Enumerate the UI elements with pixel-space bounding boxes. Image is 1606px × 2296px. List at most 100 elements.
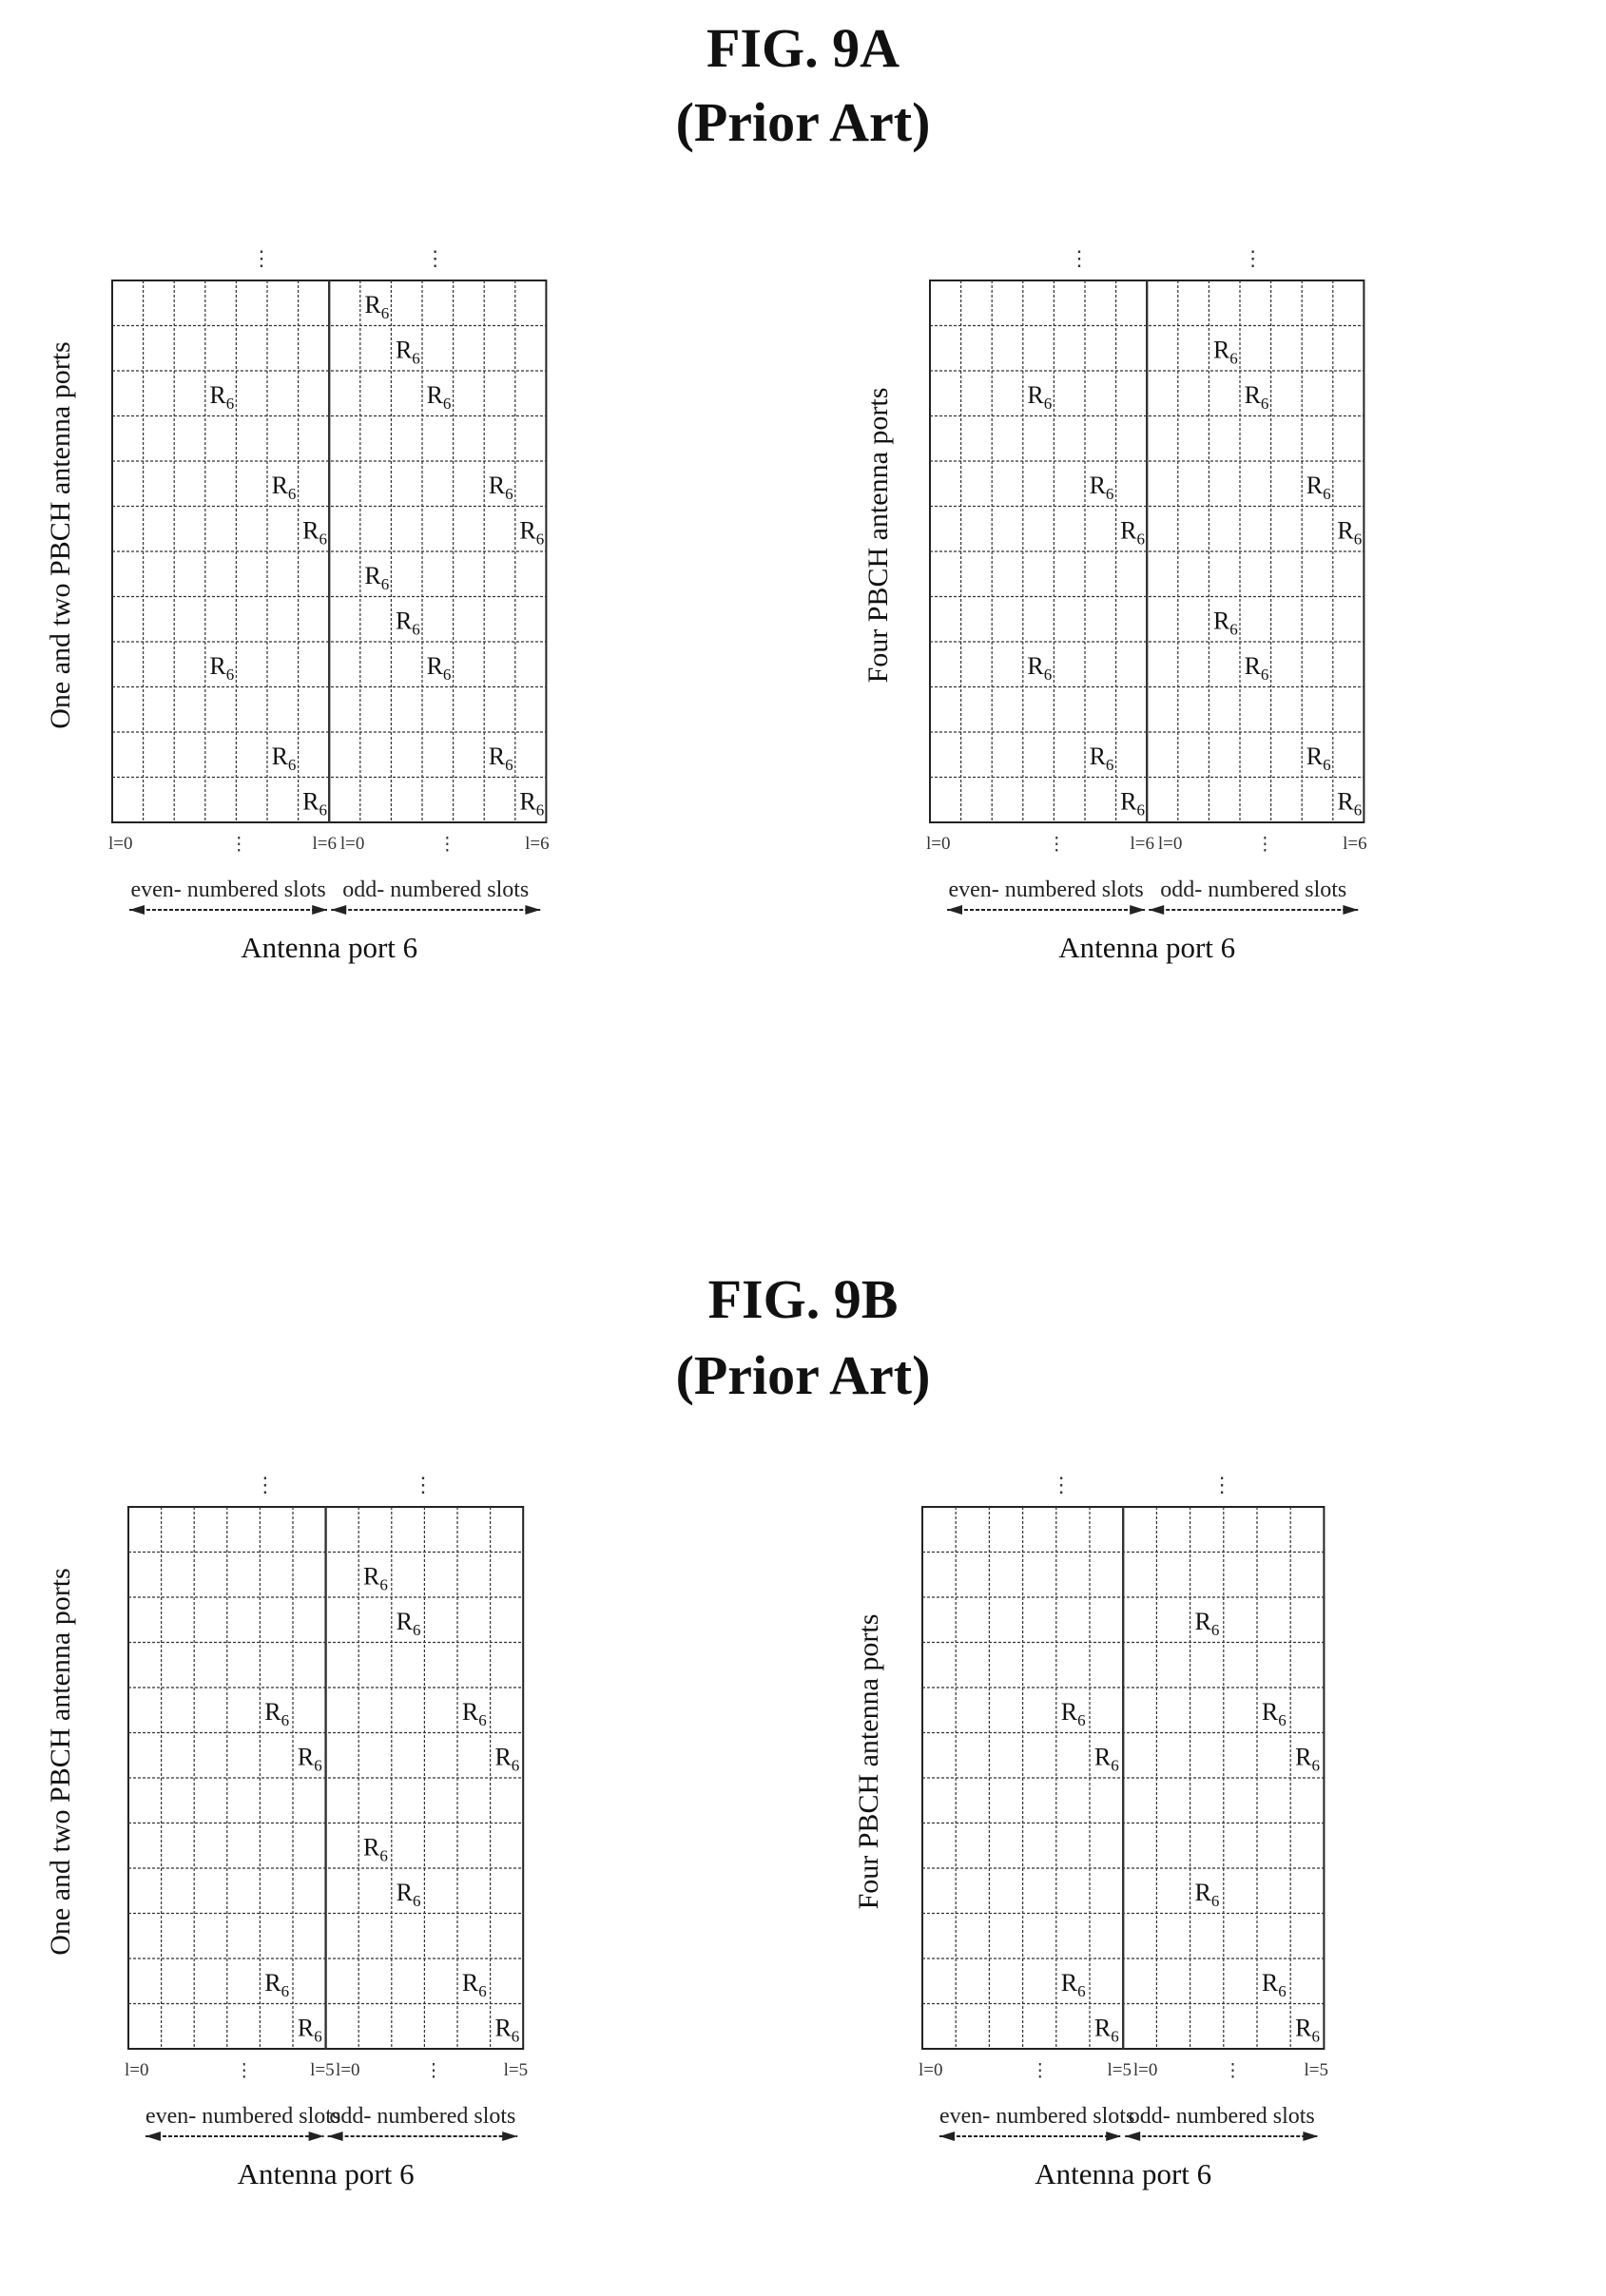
reference-signal-r6: R6 xyxy=(1094,1744,1119,1775)
symbol-index-tick: l=6 xyxy=(1130,834,1155,854)
reference-signal-r6: R6 xyxy=(264,1698,289,1729)
reference-signal-r6: R6 xyxy=(264,1969,289,2000)
antenna-port-label: Antenna port 6 xyxy=(237,2157,415,2190)
ellipsis-marker: ⋮ xyxy=(1051,1473,1073,1496)
symbol-index-tick: l=5 xyxy=(1107,2060,1132,2080)
arrowhead-icon xyxy=(308,2132,324,2141)
antenna-port-label: Antenna port 6 xyxy=(1058,931,1236,964)
symbol-index-tick: l=0 xyxy=(1132,2060,1158,2080)
ellipsis-marker: ⋮ xyxy=(254,1473,276,1496)
antenna-port-label: Antenna port 6 xyxy=(241,931,418,964)
resource-grid-panel: Four PBCH antenna ports R6 R6 R6 R6 R6 R6 R6 R6 R… xyxy=(837,238,1588,1027)
symbol-index-tick: ⋮ xyxy=(424,2061,443,2081)
reference-signal-r6: R6 xyxy=(427,652,452,684)
even-slots-label: even- numbered slots xyxy=(145,2104,341,2129)
reference-signal-r6: R6 xyxy=(1262,1969,1287,2000)
odd-slots-label: odd- numbered slots xyxy=(329,2104,516,2129)
reference-signal-r6: R6 xyxy=(396,608,420,639)
symbol-index-tick: l=0 xyxy=(919,2060,943,2080)
reference-signal-r6: R6 xyxy=(489,743,513,774)
ellipsis-marker: ⋮ xyxy=(1211,1473,1233,1496)
symbol-index-tick: l=5 xyxy=(503,2060,529,2080)
arrowhead-icon xyxy=(947,905,962,915)
reference-signal-r6: R6 xyxy=(1120,788,1145,820)
arrowhead-icon xyxy=(331,905,347,915)
arrowhead-icon xyxy=(525,905,541,915)
even-slots-label: even- numbered slots xyxy=(948,878,1144,902)
reference-signal-r6: R6 xyxy=(209,652,234,684)
reference-signal-r6: R6 xyxy=(396,337,420,368)
symbol-index-tick: l=0 xyxy=(1157,834,1183,854)
reference-signal-r6: R6 xyxy=(1337,517,1362,549)
arrowhead-icon xyxy=(939,2132,955,2141)
symbol-index-tick: l=0 xyxy=(336,2060,360,2080)
reference-signal-r6: R6 xyxy=(364,291,389,322)
symbol-index-tick: ⋮ xyxy=(437,835,456,855)
symbol-index-tick: l=5 xyxy=(310,2060,335,2080)
resource-grid-panel: One and two PBCH antenna ports R6 R6 R6 R6 R6… xyxy=(19,238,770,1027)
reference-signal-r6: R6 xyxy=(1061,1969,1086,2000)
figure-subtitle-9a: (Prior Art) xyxy=(675,91,931,153)
reference-signal-r6: R6 xyxy=(1306,743,1331,774)
symbol-index-tick: ⋮ xyxy=(1255,835,1274,855)
reference-signal-r6: R6 xyxy=(1195,1608,1220,1639)
arrowhead-icon xyxy=(1106,2132,1122,2141)
ellipsis-marker: ⋮ xyxy=(1069,246,1091,270)
reference-signal-r6: R6 xyxy=(1245,652,1269,684)
resource-grid: R6 R6 R6 R6 R6 R6 R6 R6 R6 R6 xyxy=(921,1506,1325,2141)
antenna-port-label: Antenna port 6 xyxy=(1035,2157,1212,2190)
symbol-index-tick: l=0 xyxy=(926,834,951,854)
arrowhead-icon xyxy=(145,2132,161,2141)
ellipsis-marker: ⋮ xyxy=(424,246,446,270)
reference-signal-r6: R6 xyxy=(1027,652,1052,684)
arrowhead-icon xyxy=(1130,905,1146,915)
arrowhead-icon xyxy=(327,2132,343,2141)
reference-signal-r6: R6 xyxy=(1306,472,1331,503)
reference-signal-r6: R6 xyxy=(1061,1698,1086,1729)
ellipsis-marker: ⋮ xyxy=(412,1473,434,1496)
arrowhead-icon xyxy=(502,2132,518,2141)
reference-signal-r6: R6 xyxy=(272,743,297,774)
symbol-index-tick: ⋮ xyxy=(1031,2061,1050,2081)
reference-signal-r6: R6 xyxy=(1094,2015,1119,2046)
arrowhead-icon xyxy=(1149,905,1165,915)
reference-signal-r6: R6 xyxy=(1213,337,1238,368)
reference-signal-r6: R6 xyxy=(1195,1879,1220,1910)
resource-grid-panel: Four PBCH antenna ports R6 R6 R6 R6 R6 R6 R6 R6 R… xyxy=(827,1464,1578,2282)
reference-signal-r6: R6 xyxy=(1337,788,1362,820)
reference-signal-r6: R6 xyxy=(489,472,513,503)
reference-signal-r6: R6 xyxy=(1262,1698,1287,1729)
reference-signal-r6: R6 xyxy=(1090,743,1114,774)
reference-signal-r6: R6 xyxy=(1295,1744,1320,1775)
reference-signal-r6: R6 xyxy=(1090,472,1114,503)
symbol-index-tick: l=0 xyxy=(125,2060,149,2080)
symbol-index-tick: l=5 xyxy=(1304,2060,1329,2080)
symbol-index-tick: l=6 xyxy=(525,834,550,854)
figure-subtitle-9b: (Prior Art) xyxy=(675,1344,931,1406)
ellipsis-marker: ⋮ xyxy=(251,246,273,270)
symbol-index-tick: ⋮ xyxy=(1047,835,1066,855)
arrowhead-icon xyxy=(1125,2132,1141,2141)
reference-signal-r6: R6 xyxy=(494,1744,519,1775)
arrowhead-icon xyxy=(1343,905,1359,915)
reference-signal-r6: R6 xyxy=(298,1744,322,1775)
symbol-index-tick: ⋮ xyxy=(229,835,248,855)
symbol-index-tick: l=0 xyxy=(339,834,365,854)
reference-signal-r6: R6 xyxy=(1213,608,1238,639)
symbol-index-tick: l=0 xyxy=(108,834,133,854)
figure-title-9b: FIG. 9B xyxy=(707,1268,899,1330)
reference-signal-r6: R6 xyxy=(1027,381,1052,413)
odd-slots-label: odd- numbered slots xyxy=(1160,878,1347,902)
reference-signal-r6: R6 xyxy=(494,2015,519,2046)
reference-signal-r6: R6 xyxy=(302,517,327,549)
odd-slots-label: odd- numbered slots xyxy=(342,878,530,902)
reference-signal-r6: R6 xyxy=(209,381,234,413)
reference-signal-r6: R6 xyxy=(397,1608,421,1639)
symbol-index-tick: l=6 xyxy=(312,834,338,854)
reference-signal-r6: R6 xyxy=(397,1879,421,1910)
reference-signal-r6: R6 xyxy=(462,1698,487,1729)
reference-signal-r6: R6 xyxy=(302,788,327,820)
even-slots-label: even- numbered slots xyxy=(939,2104,1135,2129)
